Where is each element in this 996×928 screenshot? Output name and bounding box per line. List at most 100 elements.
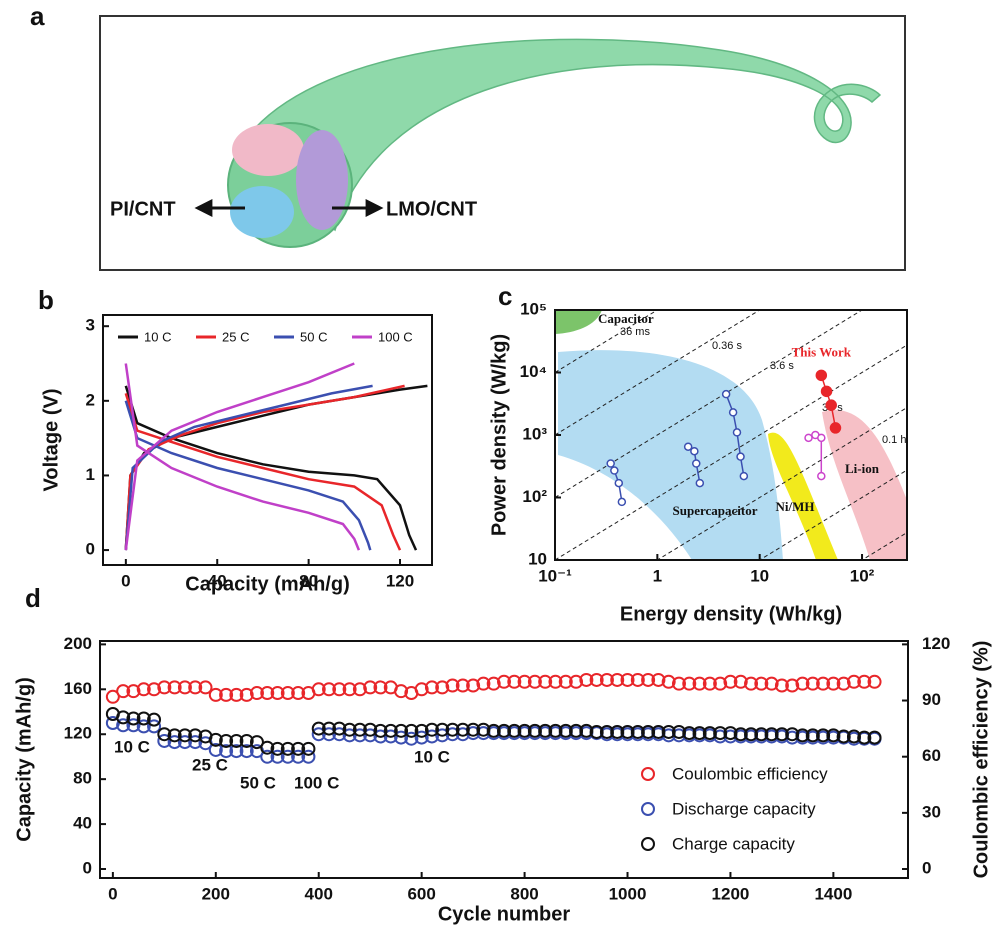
series-label: This Work xyxy=(792,344,852,359)
point xyxy=(507,674,522,689)
point xyxy=(538,674,553,689)
plot-area xyxy=(555,310,907,560)
point xyxy=(610,672,625,687)
point xyxy=(732,428,742,437)
point xyxy=(817,471,826,481)
panel-label: c xyxy=(498,281,512,311)
point xyxy=(126,684,141,699)
point xyxy=(219,687,234,702)
point xyxy=(867,674,882,689)
point xyxy=(280,749,295,764)
point xyxy=(342,728,357,743)
point xyxy=(116,718,131,733)
x-tick-label: 10 xyxy=(750,566,769,585)
legend-label: 100 C xyxy=(378,329,413,344)
point xyxy=(157,727,172,742)
point xyxy=(702,676,717,691)
point xyxy=(455,722,470,737)
y-tick-label: 1 xyxy=(86,465,95,484)
point xyxy=(713,726,728,741)
point xyxy=(820,385,833,398)
point xyxy=(116,710,131,725)
point xyxy=(723,674,738,689)
point xyxy=(671,676,686,691)
region-label: Ni/MH xyxy=(776,499,815,514)
point xyxy=(136,719,151,734)
x-tick-label: 200 xyxy=(202,884,230,903)
point xyxy=(188,735,203,750)
point xyxy=(363,680,378,695)
legend-label: 50 C xyxy=(300,329,327,344)
point xyxy=(126,718,141,733)
point xyxy=(105,715,120,730)
point xyxy=(692,676,707,691)
point xyxy=(363,722,378,737)
rate-annotation: 50 C xyxy=(240,773,276,792)
lmo-particles xyxy=(296,130,348,230)
point xyxy=(744,676,759,691)
point xyxy=(713,676,728,691)
pi-particles xyxy=(232,124,304,176)
point xyxy=(414,682,429,697)
point xyxy=(466,678,481,693)
cnt-bundle xyxy=(230,186,294,238)
y-tick-label: 10⁵ xyxy=(520,299,547,318)
point xyxy=(352,682,367,697)
point xyxy=(867,730,882,745)
point xyxy=(414,723,429,738)
y-tick-label: 10 xyxy=(528,549,547,568)
y2-tick-label: 30 xyxy=(922,802,941,821)
point xyxy=(754,676,769,691)
label: PI/CNT xyxy=(110,198,176,220)
point xyxy=(569,723,584,738)
point xyxy=(435,680,450,695)
legend-marker xyxy=(641,802,655,816)
point xyxy=(683,442,693,451)
point xyxy=(322,721,337,736)
point xyxy=(497,674,511,689)
point xyxy=(352,722,367,737)
point xyxy=(702,726,717,741)
iso-time-label: 0.36 s xyxy=(712,340,742,352)
point xyxy=(764,676,779,691)
y-tick-label: 2 xyxy=(86,390,95,409)
y-tick-label: 10³ xyxy=(522,424,547,443)
point xyxy=(728,408,738,417)
point xyxy=(804,433,813,443)
point xyxy=(239,687,254,702)
x-tick-label: 40 xyxy=(208,571,227,590)
connector xyxy=(820,375,837,429)
x-tick-label: 120 xyxy=(386,571,414,590)
point xyxy=(733,674,748,689)
point xyxy=(630,724,645,739)
point xyxy=(610,466,619,475)
point xyxy=(744,727,759,742)
point xyxy=(249,686,264,701)
point xyxy=(177,735,192,750)
point xyxy=(826,728,841,743)
point xyxy=(736,452,745,461)
point xyxy=(291,749,306,764)
iso-time-line xyxy=(758,469,907,560)
point xyxy=(795,676,810,691)
point xyxy=(617,497,627,507)
legend-label: 25 C xyxy=(222,329,249,344)
point xyxy=(569,674,584,689)
rate-annotation: 100 C xyxy=(294,773,339,792)
point xyxy=(723,726,738,741)
point xyxy=(455,678,470,693)
x-tick-label: 600 xyxy=(407,884,435,903)
x-tick-label: 400 xyxy=(305,884,333,903)
point xyxy=(188,680,203,695)
point xyxy=(620,724,635,739)
point xyxy=(394,723,409,738)
point xyxy=(136,682,151,697)
point xyxy=(661,724,676,739)
y2-axis-title: Coulombic efficiency (%) xyxy=(970,641,992,879)
point xyxy=(692,726,707,741)
iso-time-line xyxy=(555,310,761,436)
point xyxy=(548,674,563,689)
x-tick-label: 10⁻¹ xyxy=(538,566,572,585)
point xyxy=(517,723,532,738)
point xyxy=(208,742,223,757)
